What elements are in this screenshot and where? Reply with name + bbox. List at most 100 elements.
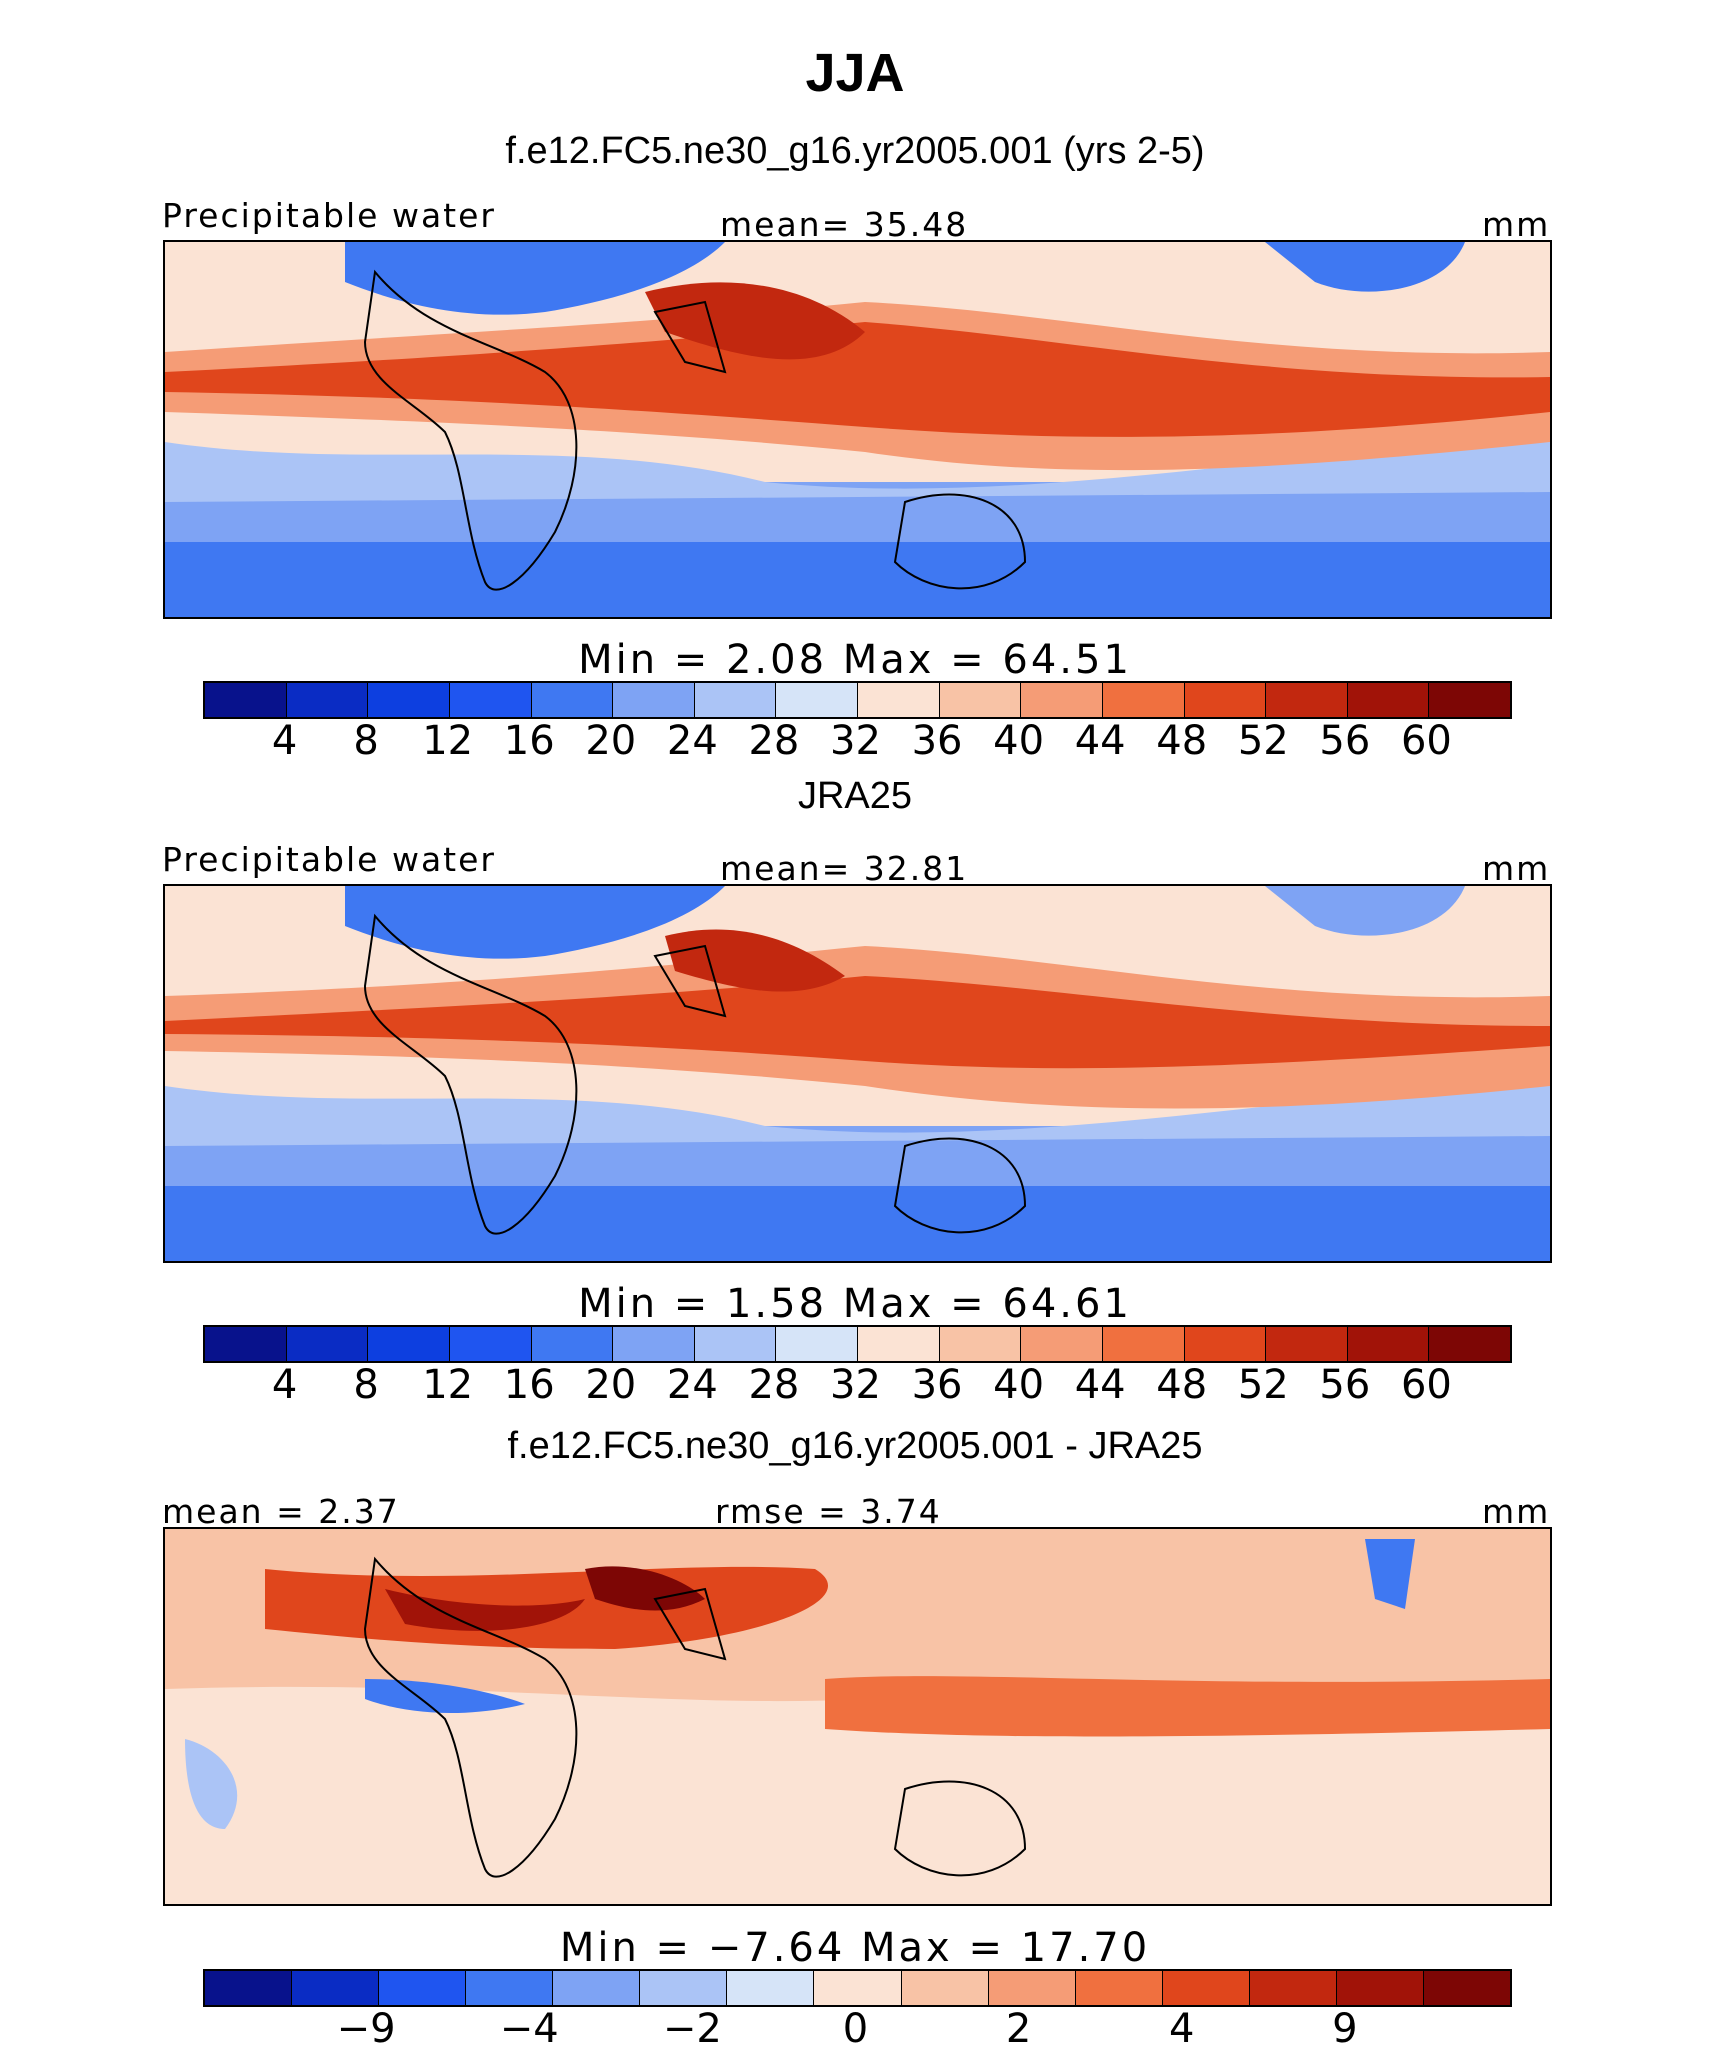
colorbar-tick-label: 0 [842, 2006, 869, 2052]
colorbar-tick-label: 4 [271, 718, 298, 764]
panel-2-map [163, 884, 1552, 1263]
colorbar-tick-label: 12 [422, 1362, 474, 1408]
colorbar-tick-label: 32 [830, 718, 881, 764]
colorbar-tick-label: 52 [1237, 1362, 1289, 1408]
colorbar-tick-label: 60 [1400, 718, 1452, 764]
colorbar-tick-label: 24 [666, 718, 718, 764]
panel-3-minmax: Min = −7.64 Max = 17.70 [559, 1925, 1151, 1971]
panel-3-title: f.e12.FC5.ne30_g16.yr2005.001 - JRA25 [507, 1425, 1203, 1467]
panel-2-title: JRA25 [797, 775, 913, 817]
panel-1-units: mm [1482, 205, 1551, 244]
colorbar-swatch [640, 1971, 728, 2005]
colorbar-tick-label: 56 [1319, 718, 1371, 764]
panel-1-mean-label: mean= 35.48 [720, 205, 969, 244]
colorbar-swatch [1266, 683, 1348, 717]
colorbar-tick-label: 52 [1237, 718, 1289, 764]
colorbar-tick-label: 9 [1332, 2006, 1358, 2052]
colorbar-swatch [1021, 1327, 1103, 1361]
colorbar-swatch [286, 1327, 369, 1361]
colorbar-tick-label: 4 [271, 1362, 298, 1408]
colorbar-tick-label: 8 [353, 1362, 379, 1408]
colorbar-swatch [1075, 1971, 1163, 2005]
figure-title: JJA [805, 43, 905, 103]
colorbar-tick-label: 40 [993, 1362, 1045, 1408]
colorbar-swatch [1266, 1327, 1348, 1361]
colorbar-tick-label: 8 [353, 718, 379, 764]
panel-1-colorbar-ticks: 4 8 12 16 20 24 28 32 36 40 44 48 52 56 60 [203, 718, 1508, 764]
colorbar-swatch [1423, 1971, 1510, 2005]
panel-2-mean-label: mean= 32.81 [720, 849, 969, 888]
colorbar-swatch [205, 1971, 293, 2005]
panel-3-units: mm [1482, 1492, 1551, 1531]
colorbar-swatch [286, 683, 369, 717]
panel-3-colorbar-ticks: −9 −4 −2 0 2 4 9 [203, 2006, 1508, 2052]
colorbar-tick-label: 36 [911, 1362, 963, 1408]
colorbar-swatch [379, 1971, 467, 2005]
colorbar-swatch [1249, 1971, 1337, 2005]
colorbar-swatch [205, 683, 287, 717]
colorbar-tick-label: 20 [585, 718, 637, 764]
panel-1-variable-label: Precipitable water [162, 196, 496, 235]
colorbar-swatch [776, 1327, 858, 1361]
colorbar-swatch [613, 1327, 695, 1361]
colorbar-swatch [727, 1971, 815, 2005]
colorbar-tick-label: 28 [748, 1362, 800, 1408]
colorbar-swatch [292, 1971, 380, 2005]
colorbar-swatch [449, 683, 532, 717]
colorbar-tick-label: 44 [1074, 718, 1126, 764]
panel-1-colorbar [203, 681, 1512, 719]
colorbar-swatch [1429, 683, 1510, 717]
colorbar-tick-label: 48 [1156, 1362, 1208, 1408]
panel-1-title: f.e12.FC5.ne30_g16.yr2005.001 (yrs 2-5) [505, 130, 1205, 172]
colorbar-tick-label: 16 [503, 718, 555, 764]
colorbar-tick-label: 28 [748, 718, 800, 764]
colorbar-swatch [939, 1327, 1022, 1361]
colorbar-swatch [531, 1327, 614, 1361]
colorbar-tick-label: 20 [585, 1362, 637, 1408]
colorbar-swatch [901, 1971, 989, 2005]
colorbar-swatch [1336, 1971, 1424, 2005]
colorbar-tick-label: −2 [662, 2006, 722, 2052]
colorbar-tick-label: −9 [336, 2006, 396, 2052]
colorbar-swatch [694, 683, 777, 717]
colorbar-swatch [776, 683, 858, 717]
colorbar-tick-label: −4 [499, 2006, 559, 2052]
colorbar-swatch [988, 1971, 1076, 2005]
colorbar-swatch [1347, 1327, 1430, 1361]
colorbar-tick-label: 48 [1156, 718, 1208, 764]
colorbar-tick-label: 32 [830, 1362, 881, 1408]
colorbar-swatch [1184, 1327, 1267, 1361]
colorbar-swatch [531, 683, 614, 717]
colorbar-swatch [205, 1327, 287, 1361]
colorbar-swatch [1162, 1971, 1250, 2005]
colorbar-swatch [466, 1971, 554, 2005]
colorbar-swatch [553, 1971, 641, 2005]
panel-2-colorbar-ticks: 4 8 12 16 20 24 28 32 36 40 44 48 52 56 60 [203, 1362, 1508, 1408]
panel-1-map [163, 240, 1552, 619]
colorbar-tick-label: 60 [1400, 1362, 1452, 1408]
panel-2-variable-label: Precipitable water [162, 840, 496, 879]
colorbar-swatch [613, 683, 695, 717]
colorbar-tick-label: 4 [1169, 2006, 1195, 2052]
panel-3-rmse-label: rmse = 3.74 [715, 1492, 942, 1531]
colorbar-tick-label: 16 [503, 1362, 555, 1408]
panel-2-units: mm [1482, 849, 1551, 888]
colorbar-tick-label: 40 [993, 718, 1045, 764]
colorbar-swatch [1102, 1327, 1185, 1361]
colorbar-swatch [1021, 683, 1103, 717]
colorbar-tick-label: 2 [1005, 2006, 1032, 2052]
panel-2-colorbar [203, 1325, 1512, 1363]
colorbar-tick-label: 44 [1074, 1362, 1126, 1408]
colorbar-tick-label: 24 [666, 1362, 718, 1408]
colorbar-swatch [1429, 1327, 1510, 1361]
colorbar-swatch [858, 1327, 940, 1361]
colorbar-swatch [368, 1327, 450, 1361]
panel-2-minmax: Min = 1.58 Max = 64.61 [578, 1281, 1132, 1327]
panel-3-mean-label: mean = 2.37 [162, 1492, 400, 1531]
colorbar-swatch [939, 683, 1022, 717]
panel-3-map [163, 1527, 1552, 1906]
colorbar-tick-label: 36 [911, 718, 963, 764]
panel-1-minmax: Min = 2.08 Max = 64.51 [578, 637, 1132, 683]
colorbar-swatch [368, 683, 450, 717]
panel-3-colorbar [203, 1969, 1512, 2007]
